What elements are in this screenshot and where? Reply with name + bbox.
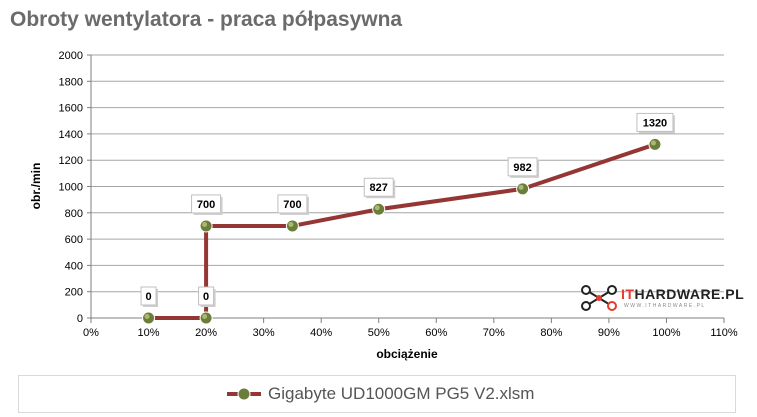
tick-label-y: 600	[65, 234, 83, 246]
tick-label-x: 70%	[483, 327, 505, 339]
legend-label: Gigabyte UD1000GM PG5 V2.xlsm	[268, 384, 535, 403]
tick-label-x: 0%	[83, 327, 99, 339]
grid-layer	[91, 54, 724, 319]
series-layer	[142, 137, 662, 325]
tick-label-y: 2000	[59, 50, 83, 62]
tick-label-x: 40%	[310, 327, 332, 339]
data-point-highlight	[374, 205, 380, 211]
data-label: 700	[283, 199, 301, 211]
data-label: 0	[203, 291, 209, 303]
tick-label-x: 90%	[598, 327, 620, 339]
logo-text: ITHARDWARE.PL	[621, 286, 744, 302]
tick-label-y: 800	[65, 208, 83, 220]
data-label-box	[140, 286, 157, 306]
tick-label-y: 200	[65, 287, 83, 299]
data-label: 827	[370, 182, 388, 194]
logo-text-it: IT	[621, 286, 635, 302]
tick-label-x: 110%	[710, 327, 738, 339]
tick-label-x: 80%	[540, 327, 562, 339]
data-point-highlight	[650, 140, 656, 146]
data-point-highlight	[202, 314, 208, 319]
tick-label-y: 400	[65, 260, 83, 272]
data-point-highlight	[518, 184, 524, 190]
tick-label-x: 30%	[253, 327, 275, 339]
data-label-box	[191, 194, 222, 214]
label-layer: 0 0 700 700 827 982 1320	[140, 112, 675, 307]
y-axis-title: obr./min	[29, 163, 43, 210]
data-label-box	[363, 177, 394, 197]
logo-text-rest: HARDWARE.PL	[634, 286, 745, 302]
data-point-highlight	[288, 221, 294, 227]
legend-marker-icon	[227, 387, 261, 401]
tick-label-y: 1800	[59, 76, 83, 88]
legend-item: Gigabyte UD1000GM PG5 V2.xlsm	[226, 380, 534, 408]
data-label: 982	[513, 162, 531, 174]
tick-label-x: 100%	[652, 327, 680, 339]
legend-box	[18, 375, 736, 413]
axis-layer: 0 200 400 600 800 1000 1200 1400 1600 1800 2000 0% 1…	[59, 50, 738, 339]
data-label-box	[277, 194, 308, 214]
tick-label-x: 60%	[425, 327, 447, 339]
x-axis-title: obciążenie	[376, 347, 438, 361]
tick-label-y: 0	[77, 313, 83, 325]
data-label-box	[198, 286, 215, 306]
data-label: 700	[197, 199, 215, 211]
tick-label-y: 1400	[59, 129, 83, 141]
data-label-box	[636, 112, 674, 132]
tick-label-x: 20%	[195, 327, 217, 339]
data-label: 1320	[643, 117, 667, 129]
tick-label-y: 1000	[59, 182, 83, 194]
logo-subtext: WWW.ITHARDWARE.PL	[624, 303, 706, 309]
tick-label-y: 1200	[59, 155, 83, 167]
chart-title: Obroty wentylatora - praca półpasywna	[10, 8, 403, 31]
data-label: 0	[145, 291, 151, 303]
network-nodes-icon	[581, 285, 617, 311]
ithardware-logo: ITHARDWARE.PL WWW.ITHARDWARE.PL	[580, 284, 744, 314]
data-label-box	[507, 157, 538, 177]
data-point-highlight	[144, 314, 150, 319]
tick-label-y: 1600	[59, 103, 83, 115]
tick-label-x: 10%	[138, 327, 160, 339]
tick-label-x: 50%	[368, 327, 390, 339]
data-point-highlight	[202, 221, 208, 227]
